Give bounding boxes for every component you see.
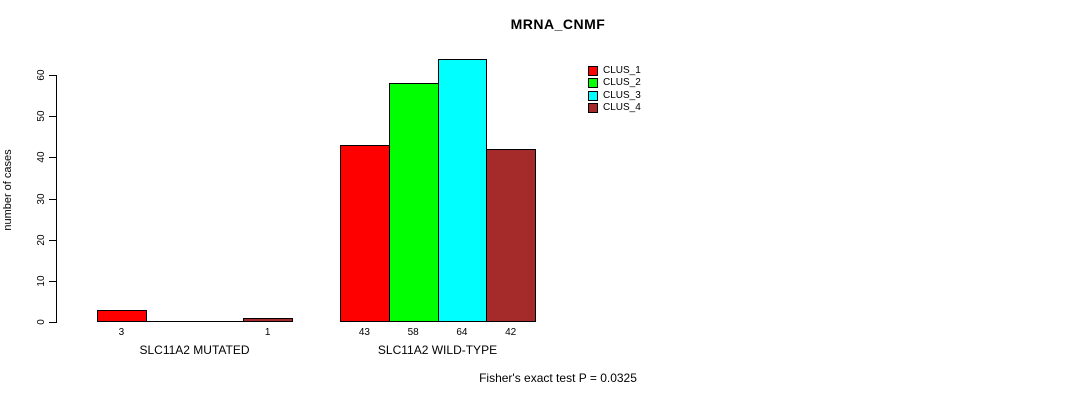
- bar-clus-2-zero: [145, 321, 196, 322]
- bar-clus-1: [97, 309, 147, 322]
- bar-value-label: 3: [118, 327, 125, 338]
- legend-swatch-clus-2: [588, 78, 598, 89]
- bar-clus-4: [243, 317, 293, 322]
- y-axis-label: number of cases: [2, 149, 14, 231]
- y-tick-mark: [49, 240, 56, 241]
- fisher-test-annotation: Fisher's exact test P = 0.0325: [479, 371, 637, 385]
- bar-value-label: 42: [505, 327, 517, 338]
- group-label: SLC11A2 MUTATED: [139, 343, 250, 357]
- legend-swatch-clus-4: [588, 102, 598, 113]
- bar-value-label: 43: [358, 327, 370, 338]
- y-axis-line: [56, 75, 57, 323]
- y-tick-mark: [49, 281, 56, 282]
- y-tick-mark: [49, 199, 56, 200]
- legend-label-clus-4: CLUS_4: [603, 101, 641, 113]
- chart-title: MRNA_CNMF: [510, 16, 606, 32]
- bar-clus-1: [340, 144, 390, 322]
- group-label: SLC11A2 WILD-TYPE: [377, 343, 498, 357]
- y-tick-label: 30: [36, 193, 47, 205]
- y-tick-label: 60: [36, 69, 47, 81]
- y-tick-mark: [49, 322, 56, 323]
- bar-clus-3: [437, 58, 488, 322]
- legend-swatch-clus-3: [588, 90, 598, 101]
- y-tick-label: 0: [36, 319, 47, 325]
- bar-value-label: 1: [264, 327, 271, 338]
- bar-value-label: 64: [456, 327, 468, 338]
- bar-clus-3-zero: [194, 321, 245, 322]
- y-tick-mark: [49, 157, 56, 158]
- y-tick-label: 20: [36, 234, 47, 246]
- legend-label-clus-1: CLUS_1: [603, 65, 641, 76]
- y-tick-label: 40: [36, 151, 47, 163]
- legend-label-clus-3: CLUS_3: [603, 89, 641, 101]
- y-tick-label: 50: [36, 110, 47, 122]
- y-tick-mark: [49, 75, 56, 76]
- y-tick-label: 10: [36, 275, 47, 287]
- legend-swatch-clus-1: [588, 66, 598, 76]
- bar-value-label: 58: [407, 327, 419, 338]
- bar-clus-4: [486, 149, 536, 322]
- y-tick-mark: [49, 116, 56, 117]
- legend-label-clus-2: CLUS_2: [603, 77, 641, 89]
- bar-clus-2: [388, 83, 439, 322]
